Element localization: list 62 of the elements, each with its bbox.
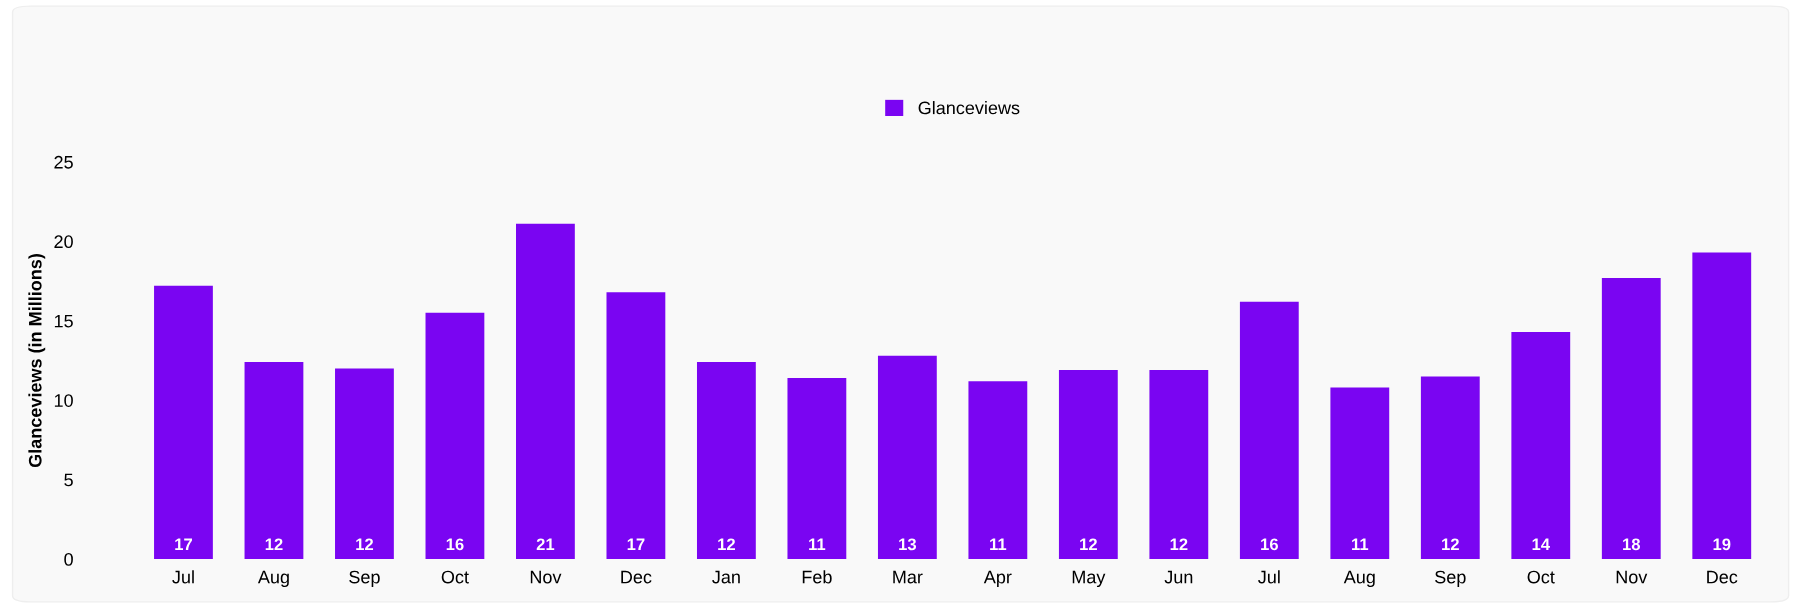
bar — [1420, 376, 1480, 560]
bar — [335, 368, 394, 560]
bar — [516, 223, 575, 560]
x-tick-label: Dec — [621, 570, 652, 584]
data-label: 17 — [175, 538, 192, 551]
data-label: 11 — [809, 538, 826, 551]
x-tick-label: Mar — [893, 570, 923, 584]
x-tick-label: May — [1072, 570, 1106, 588]
data-label: 12 — [1442, 538, 1459, 551]
x-tick-label: Sep — [349, 570, 380, 588]
bar — [1601, 277, 1661, 560]
x-tick-label: Jun — [1164, 570, 1193, 584]
data-label: 11 — [1352, 538, 1369, 551]
bar — [696, 362, 756, 560]
x-tick-label: Dec — [1707, 570, 1738, 584]
bar — [1058, 370, 1118, 560]
data-label: 12 — [1080, 538, 1097, 551]
bar — [1511, 331, 1571, 560]
x-tick-label: Nov — [530, 570, 562, 584]
data-label: 12 — [1170, 538, 1188, 551]
bar — [244, 362, 304, 560]
bar — [1149, 370, 1209, 560]
y-tick-label: 5 — [64, 473, 73, 487]
data-label: 14 — [1532, 538, 1550, 551]
x-tick-label: Jan — [712, 570, 740, 584]
x-tick-label: Apr — [983, 570, 1012, 588]
data-label: 12 — [356, 538, 374, 551]
bar — [606, 292, 666, 560]
data-label: 19 — [1713, 538, 1731, 551]
y-tick-label: 25 — [54, 155, 73, 169]
data-label: 17 — [627, 538, 645, 551]
bar — [1239, 301, 1299, 560]
x-tick-label: Oct — [441, 570, 469, 584]
x-tick-label: Aug — [257, 570, 289, 588]
data-label: 12 — [265, 538, 283, 551]
y-axis-title: Glanceviews (in Millions) — [28, 254, 46, 468]
data-label: 16 — [1261, 538, 1278, 551]
x-tick-label: Sep — [1435, 570, 1466, 588]
x-tick-label: Nov — [1616, 570, 1648, 584]
data-label: 13 — [899, 538, 917, 551]
data-label: 12 — [718, 538, 735, 551]
bar — [968, 381, 1028, 560]
bar — [154, 285, 213, 560]
bar — [1692, 252, 1752, 560]
data-label: 21 — [536, 538, 555, 551]
data-label: 16 — [446, 538, 464, 551]
data-label: 18 — [1623, 538, 1641, 551]
x-tick-label: Jul — [172, 570, 194, 584]
y-tick-label: 10 — [54, 394, 73, 407]
x-tick-label: Aug — [1343, 570, 1375, 588]
bar — [877, 355, 937, 560]
y-tick-label: 0 — [64, 553, 73, 566]
x-tick-label: Oct — [1527, 570, 1555, 584]
y-tick-label: 20 — [54, 235, 73, 249]
x-tick-label: Feb — [802, 570, 832, 584]
bar — [787, 377, 847, 560]
x-tick-label: Jul — [1258, 570, 1280, 584]
legend-label: Glanceviews — [918, 101, 1020, 115]
bar — [425, 312, 485, 560]
data-label: 11 — [990, 538, 1007, 551]
y-tick-label: 15 — [54, 314, 73, 328]
bar — [1330, 387, 1390, 560]
